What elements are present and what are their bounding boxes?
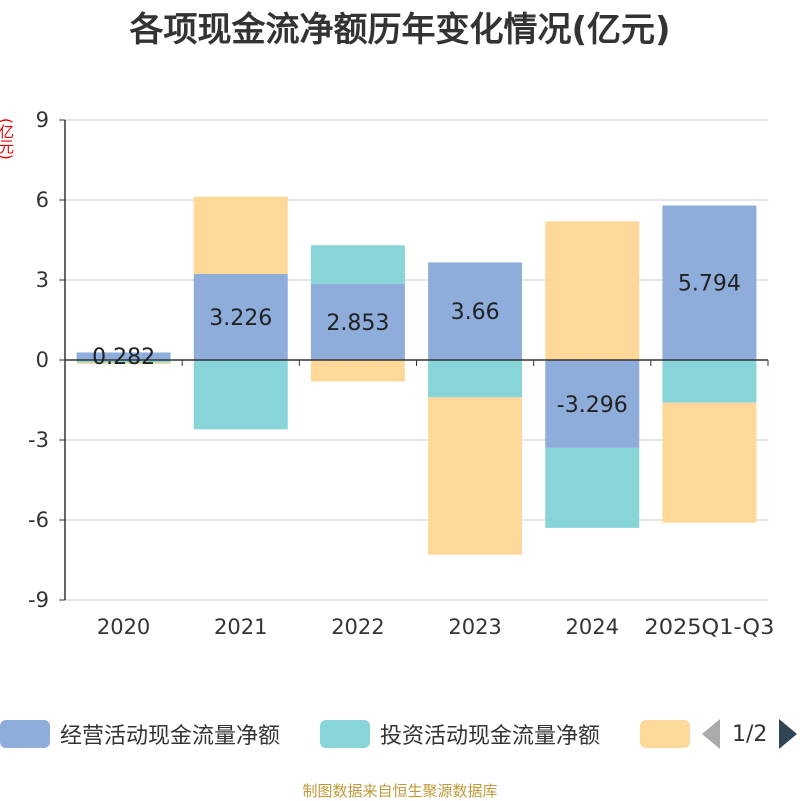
bar-operating-2024 [545, 360, 640, 448]
bar-financing-2024 [545, 221, 640, 360]
bar-investing-2024 [545, 447, 640, 528]
legend-item-investing[interactable]: 投资活动现金流量净额 [320, 716, 600, 752]
y-tick-label: -6 [28, 508, 49, 532]
data-label-operating-2023: 3.66 [451, 300, 500, 325]
bar-investing-2020 [76, 360, 171, 363]
bar-financing-2020 [76, 362, 171, 364]
bar-financing-2022 [310, 360, 405, 382]
bar-operating-2023 [428, 262, 523, 360]
data-label-operating-2025Q1-Q3: 5.794 [678, 272, 741, 297]
bar-investing-2025Q1-Q3 [662, 360, 757, 403]
bar-operating-2020 [76, 352, 171, 360]
legend-swatch-investing [320, 720, 370, 748]
x-tick-label: 2025Q1-Q3 [644, 615, 774, 639]
data-source-note: 制图数据来自恒生聚源数据库 [302, 782, 498, 800]
bar-operating-2022 [310, 283, 405, 360]
legend-label-operating: 经营活动现金流量净额 [60, 724, 281, 749]
bar-financing-2025Q1-Q3 [662, 402, 757, 523]
y-tick-label: 6 [36, 188, 49, 212]
y-tick-label: 3 [36, 268, 49, 292]
bar-financing-2021 [193, 196, 288, 274]
x-tick-label: 2021 [214, 615, 267, 639]
legend: 经营活动现金流量净额 投资活动现金流量净额 1/2 [0, 716, 800, 752]
bar-financing-2023 [428, 397, 523, 555]
bar-chart: 9 6 3 0 -3 -6 -9 0.282 3.226 2.853 3.66 -3.296 5.794… [28, 108, 774, 639]
y-tick-label: 9 [36, 108, 49, 132]
x-tick-label: 2020 [97, 615, 150, 639]
pager-page-text: 1/2 [732, 721, 768, 747]
legend-label-investing: 投资活动现金流量净额 [380, 724, 601, 749]
x-tick-label: 2024 [566, 615, 619, 639]
y-tick-label: 0 [36, 348, 49, 372]
legend-swatch-financing [640, 720, 690, 748]
legend-item-financing[interactable] [640, 716, 690, 752]
bar-investing-2022 [310, 245, 405, 284]
bar-operating-2025Q1-Q3 [662, 205, 757, 360]
pager-next-arrow-icon[interactable] [779, 719, 798, 749]
bar-investing-2023 [428, 360, 523, 398]
x-tick-label: 2022 [331, 615, 384, 639]
y-tick-label: -3 [28, 428, 49, 452]
legend-swatch-operating [0, 720, 50, 748]
bar-operating-2021 [193, 273, 288, 360]
data-label-operating-2022: 2.853 [326, 311, 389, 336]
legend-item-operating[interactable]: 经营活动现金流量净额 [0, 716, 280, 752]
pager-prev-arrow-icon[interactable] [702, 719, 720, 749]
bar-investing-2021 [193, 360, 288, 430]
data-label-operating-2021: 3.226 [209, 306, 272, 331]
x-tick-label: 2023 [448, 615, 501, 639]
y-axis-unit: (亿元) [0, 118, 15, 160]
y-tick-label: -9 [28, 588, 49, 612]
data-label-operating-2024: -3.296 [557, 393, 628, 418]
legend-pager: 1/2 [702, 716, 798, 752]
chart-title: 各项现金流净额历年变化情况(亿元) [129, 10, 671, 50]
data-label-operating-2020: 0.282 [92, 345, 155, 370]
